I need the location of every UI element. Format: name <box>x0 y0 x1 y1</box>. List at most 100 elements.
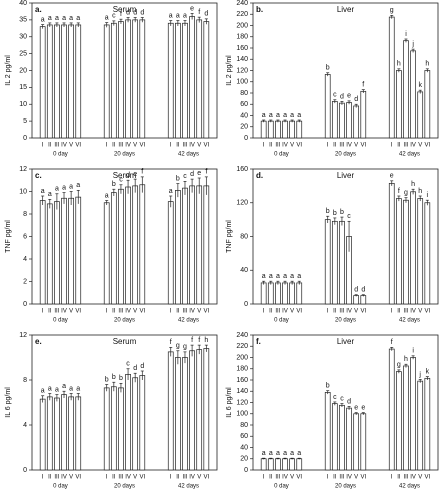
significance-letter: a <box>276 450 280 457</box>
bar <box>139 19 146 139</box>
significance-letter: d <box>140 9 144 16</box>
x-tick-label: III <box>339 309 344 315</box>
significance-letter: f <box>398 188 400 195</box>
significance-letter: a <box>169 188 173 195</box>
x-tick-label: VI <box>203 143 209 149</box>
bar <box>139 375 146 471</box>
bar <box>75 396 82 471</box>
bar <box>46 24 53 139</box>
bar <box>39 200 46 305</box>
y-tick-label: 180 <box>236 34 248 41</box>
significance-letter: d <box>354 287 358 294</box>
significance-letter: c <box>119 177 123 184</box>
panel-label: d. <box>256 171 263 180</box>
y-tick-label: 0 <box>244 135 248 142</box>
x-tick-label: III <box>403 309 408 315</box>
group-label: 20 days <box>335 318 356 324</box>
significance-letter: d <box>190 171 194 178</box>
significance-letter: j <box>418 371 421 378</box>
bar <box>54 24 60 139</box>
panel-label: f. <box>256 337 261 346</box>
significance-letter: a <box>297 273 301 280</box>
y-tick-label: 200 <box>236 354 248 361</box>
group-label: 0 day <box>274 484 289 490</box>
x-tick-label: II <box>333 143 337 149</box>
bar <box>403 199 409 305</box>
bar <box>353 413 360 471</box>
group-label: 0 day <box>53 484 68 490</box>
x-tick-label: V <box>133 309 137 315</box>
significance-letter: b <box>112 181 116 188</box>
y-tick-label: 0 <box>23 467 27 474</box>
bar <box>167 22 174 139</box>
panel-title: Liver <box>337 171 355 180</box>
bar <box>324 219 331 305</box>
significance-letter: a <box>269 450 273 457</box>
y-tick-label: 160 <box>236 166 248 173</box>
x-tick-label: I <box>170 309 172 315</box>
bar <box>267 458 274 471</box>
x-tick-label: VI <box>424 475 430 481</box>
significance-letter: h <box>425 61 429 68</box>
x-tick-label: II <box>269 309 273 315</box>
panel-title: Serum <box>113 171 137 180</box>
significance-letter: c <box>333 394 337 401</box>
significance-letter: a <box>41 188 45 195</box>
bar <box>388 16 395 139</box>
x-tick-label: II <box>48 475 52 481</box>
bar <box>175 190 181 305</box>
x-tick-label: I <box>42 309 44 315</box>
panel-title: Serum <box>113 337 137 346</box>
significance-letter: f <box>205 169 207 176</box>
x-tick-label: III <box>182 309 187 315</box>
x-tick-label: IV <box>61 143 67 149</box>
significance-letter: a <box>276 112 280 119</box>
significance-letter: a <box>69 15 73 22</box>
significance-letter: c <box>183 173 187 180</box>
y-tick-label: 180 <box>236 366 248 373</box>
bar <box>110 192 117 305</box>
x-tick-label: II <box>48 309 52 315</box>
x-tick-label: I <box>42 143 44 149</box>
bar <box>417 380 424 471</box>
x-tick-label: II <box>112 309 116 315</box>
y-tick-label: 140 <box>236 388 248 395</box>
bar <box>289 120 295 139</box>
y-tick-label: 40 <box>19 0 27 7</box>
significance-letter: a <box>105 14 109 21</box>
bar <box>68 197 74 305</box>
bar <box>196 185 203 305</box>
significance-letter: a <box>105 192 109 199</box>
bar <box>267 282 274 305</box>
group-label: 0 day <box>274 318 289 324</box>
significance-letter: a <box>269 273 273 280</box>
significance-letter: f <box>191 337 193 344</box>
significance-letter: a <box>55 386 59 393</box>
group-label: 0 day <box>53 152 68 158</box>
significance-letter: f <box>120 11 122 18</box>
significance-letter: a <box>76 182 80 189</box>
x-tick-label: III <box>118 475 123 481</box>
bar <box>196 349 203 471</box>
y-tick-label: 100 <box>236 79 248 86</box>
plot-frame <box>252 334 439 471</box>
significance-letter: f <box>362 81 364 88</box>
bar <box>110 22 117 139</box>
significance-letter: d <box>126 172 130 179</box>
bar <box>260 120 267 139</box>
x-tick-label: IV <box>410 309 416 315</box>
significance-letter: a <box>283 273 287 280</box>
panel-title: Liver <box>337 337 355 346</box>
x-tick-label: I <box>327 475 329 481</box>
bar <box>282 458 288 471</box>
bar <box>296 120 303 139</box>
significance-letter: a <box>48 385 52 392</box>
y-tick-label: 120 <box>236 399 248 406</box>
bar <box>360 90 367 139</box>
bar <box>339 404 345 471</box>
y-axis-label: IL 2 pg/ml <box>226 55 233 86</box>
x-tick-label: II <box>176 309 180 315</box>
significance-letter: d <box>340 93 344 100</box>
y-tick-label: 40 <box>240 444 248 451</box>
x-tick-label: II <box>176 475 180 481</box>
